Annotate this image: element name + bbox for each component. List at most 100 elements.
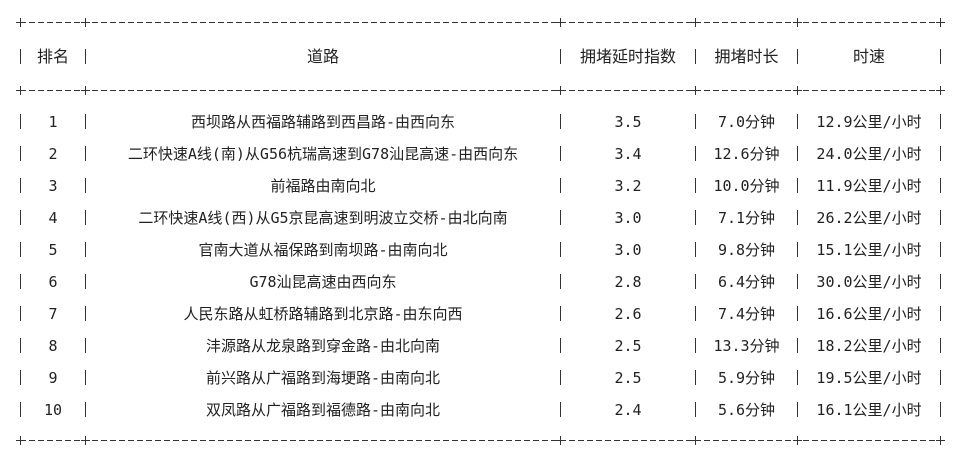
border-corner <box>691 436 700 445</box>
cell-road: 人民东路从虹桥路辅路到北京路-由东向西 <box>183 305 463 323</box>
border-corner <box>556 18 565 27</box>
cell-speed: 16.6公里/小时 <box>816 305 922 323</box>
border-corner <box>691 18 700 27</box>
column-separator <box>797 178 798 193</box>
column-separator <box>85 274 86 289</box>
cell-rank: 10 <box>43 401 63 419</box>
cell-index: 2.8 <box>614 273 642 291</box>
table-row: 3 前福路由南向北 3.2 10.0分钟 11.9公里/小时 <box>0 174 959 198</box>
border-corner <box>936 86 945 95</box>
border-corner <box>16 436 25 445</box>
cell-road: G78汕昆高速由西向东 <box>249 273 397 291</box>
column-separator <box>695 178 696 193</box>
cell-duration: 7.1分钟 <box>717 209 776 227</box>
column-separator <box>560 114 561 129</box>
column-separator <box>940 178 941 193</box>
table-row: 9 前兴路从广福路到海埂路-由南向北 2.5 5.9分钟 19.5公里/小时 <box>0 366 959 390</box>
cell-road: 前福路由南向北 <box>270 177 376 195</box>
cell-index: 2.6 <box>614 305 642 323</box>
border-corner <box>936 436 945 445</box>
cell-speed: 30.0公里/小时 <box>816 273 922 291</box>
column-separator <box>560 146 561 161</box>
cell-index: 2.5 <box>614 369 642 387</box>
cell-duration: 6.4分钟 <box>717 273 776 291</box>
cell-speed: 26.2公里/小时 <box>816 209 922 227</box>
cell-rank: 1 <box>48 113 58 131</box>
cell-duration: 12.6分钟 <box>713 145 780 163</box>
table-border-line <box>20 90 940 91</box>
cell-road: 前兴路从广福路到海埂路-由南向北 <box>205 369 441 387</box>
column-separator <box>560 370 561 385</box>
cell-road: 官南大道从福保路到南坝路-由南向北 <box>198 241 448 259</box>
border-corner <box>81 18 90 27</box>
column-separator <box>560 306 561 321</box>
border-corner <box>793 436 802 445</box>
cell-road: 西坝路从西福路辅路到西昌路-由西向东 <box>190 113 456 131</box>
column-separator <box>695 242 696 257</box>
cell-rank: 4 <box>48 209 58 227</box>
cell-speed: 12.9公里/小时 <box>816 113 922 131</box>
column-separator <box>797 338 798 353</box>
column-separator <box>695 146 696 161</box>
column-separator <box>940 114 941 129</box>
border-corner <box>793 86 802 95</box>
column-separator <box>940 306 941 321</box>
column-separator <box>695 402 696 417</box>
column-separator <box>560 338 561 353</box>
cell-duration: 7.4分钟 <box>717 305 776 323</box>
column-separator <box>85 210 86 225</box>
cell-rank: 7 <box>48 305 58 323</box>
column-separator <box>797 402 798 417</box>
column-separator <box>85 49 86 64</box>
column-separator <box>85 338 86 353</box>
border-corner <box>81 86 90 95</box>
column-separator <box>20 178 21 193</box>
column-separator <box>797 114 798 129</box>
column-separator <box>797 274 798 289</box>
column-separator <box>560 49 561 64</box>
cell-rank: 3 <box>48 177 58 195</box>
column-separator <box>560 274 561 289</box>
column-separator <box>20 402 21 417</box>
table-header: 排名 道路 拥堵延时指数 拥堵时长 时速 <box>0 45 959 69</box>
border-corner <box>691 86 700 95</box>
column-separator <box>940 210 941 225</box>
column-separator <box>940 274 941 289</box>
cell-rank: 5 <box>48 241 58 259</box>
column-separator <box>85 370 86 385</box>
column-separator <box>695 210 696 225</box>
cell-speed: 18.2公里/小时 <box>816 337 922 355</box>
column-separator <box>560 178 561 193</box>
column-separator <box>560 210 561 225</box>
cell-speed: 16.1公里/小时 <box>816 401 922 419</box>
cell-rank: 8 <box>48 337 58 355</box>
cell-road: 二环快速A线(西)从G5京昆高速到明波立交桥-由北向南 <box>138 209 508 227</box>
border-corner <box>936 18 945 27</box>
column-separator <box>85 146 86 161</box>
table-row: 8 沣源路从龙泉路到穿金路-由北向南 2.5 13.3分钟 18.2公里/小时 <box>0 334 959 358</box>
column-separator <box>560 242 561 257</box>
column-separator <box>695 114 696 129</box>
border-corner <box>556 86 565 95</box>
column-separator <box>695 338 696 353</box>
cell-rank: 9 <box>48 369 58 387</box>
column-separator <box>85 242 86 257</box>
cell-road: 二环快速A线(南)从G56杭瑞高速到G78汕昆高速-由西向东 <box>127 145 519 163</box>
cell-index: 2.4 <box>614 401 642 419</box>
column-separator <box>695 370 696 385</box>
cell-index: 3.5 <box>614 113 642 131</box>
cell-duration: 7.0分钟 <box>717 113 776 131</box>
column-separator <box>940 338 941 353</box>
column-separator <box>20 338 21 353</box>
cell-index: 2.5 <box>614 337 642 355</box>
cell-rank: 排名 <box>36 47 69 66</box>
cell-duration: 13.3分钟 <box>713 337 780 355</box>
table-border-line <box>20 440 940 441</box>
column-separator <box>85 402 86 417</box>
column-separator <box>797 306 798 321</box>
column-separator <box>20 210 21 225</box>
column-separator <box>695 49 696 64</box>
border-corner <box>81 436 90 445</box>
table-row: 1 西坝路从西福路辅路到西昌路-由西向东 3.5 7.0分钟 12.9公里/小时 <box>0 110 959 134</box>
column-separator <box>20 370 21 385</box>
